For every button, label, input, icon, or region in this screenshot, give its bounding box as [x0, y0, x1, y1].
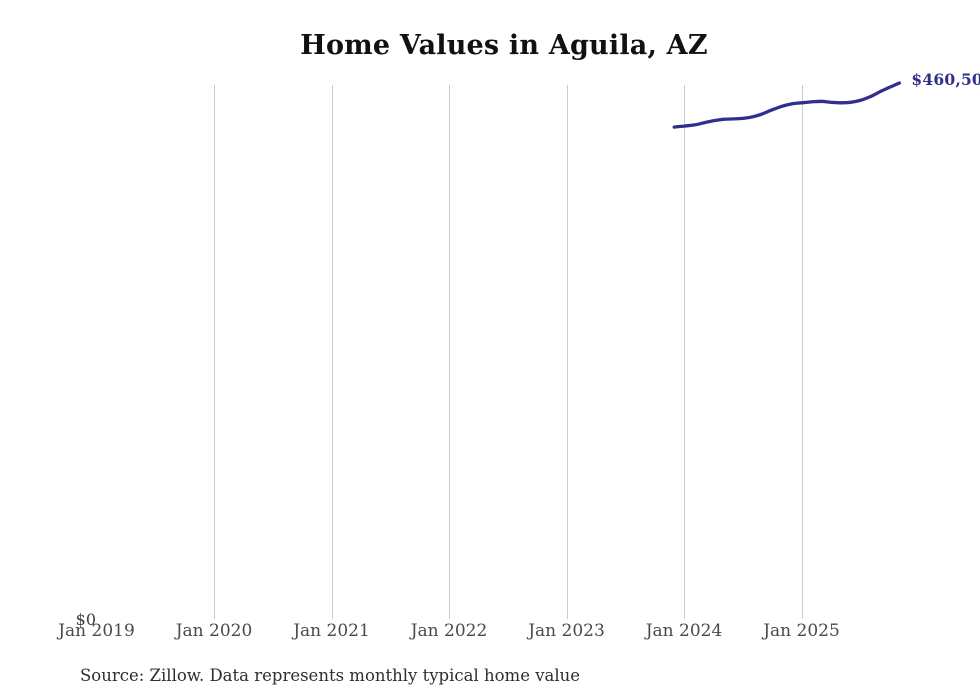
x-tick-label: Jan 2024: [645, 621, 723, 641]
x-tick-label: Jan 2025: [763, 621, 840, 641]
x-tick-label: Jan 2023: [528, 621, 605, 641]
x-tick-label: Jan 2022: [410, 621, 488, 641]
home-value-line: [672, 81, 902, 129]
x-tick-label: Jan 2019: [58, 621, 135, 641]
x-tick-label: Jan 2021: [293, 621, 370, 641]
end-value-label: $460,500: [911, 70, 980, 89]
x-tick-label: Jan 2020: [175, 621, 253, 641]
chart-title: Home Values in Aguila, AZ: [300, 30, 708, 61]
y-axis-zero-label: $0: [75, 610, 96, 629]
source-note: Source: Zillow. Data represents monthly …: [80, 666, 581, 685]
